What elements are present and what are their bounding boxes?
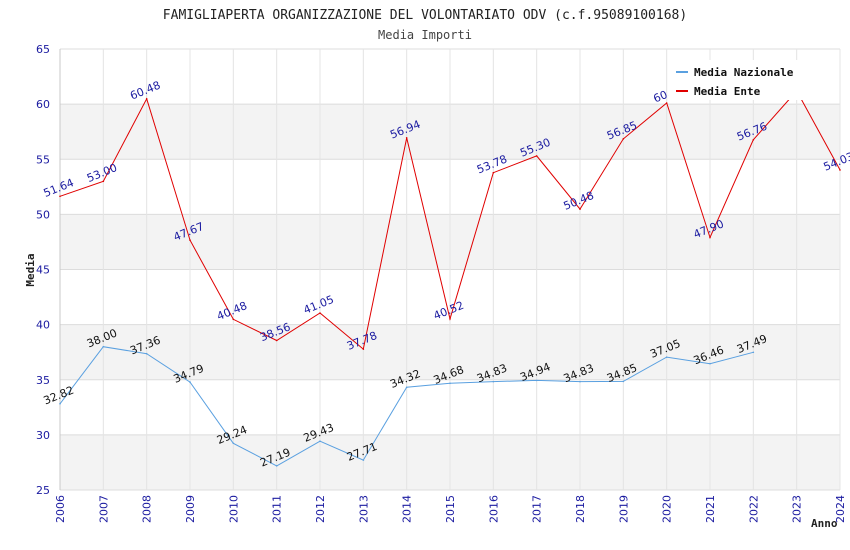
- x-tick-label: 2016: [487, 495, 500, 523]
- y-tick-label: 25: [36, 484, 50, 497]
- data-point: [102, 345, 105, 348]
- x-tick-label: 2024: [834, 495, 847, 523]
- x-tick-label: 2012: [314, 495, 327, 523]
- data-point: [535, 379, 538, 382]
- x-tick-label: 2020: [661, 495, 674, 523]
- data-point: [709, 362, 711, 365]
- data-point: [405, 386, 408, 389]
- x-tick-label: 2009: [184, 495, 197, 523]
- data-point: [145, 352, 148, 355]
- data-point: [319, 312, 321, 314]
- x-tick-label: 2019: [617, 495, 630, 523]
- data-point: [535, 155, 538, 157]
- data-point: [362, 459, 365, 461]
- data-point: [579, 380, 581, 383]
- legend-entry: Media Ente: [694, 85, 761, 98]
- y-tick-label: 45: [36, 264, 50, 277]
- y-axis-ticks: 25 30 35 40 45 50 55 60 65: [36, 43, 50, 497]
- data-point: [189, 381, 191, 383]
- data-point: [752, 351, 755, 354]
- data-point: [102, 180, 105, 183]
- data-point: [449, 382, 451, 385]
- data-point: [665, 102, 668, 104]
- y-tick-label: 50: [36, 208, 50, 221]
- data-point: [319, 440, 321, 442]
- y-tick-label: 65: [36, 43, 50, 56]
- data-point: [145, 98, 148, 100]
- x-tick-label: 2008: [141, 495, 154, 523]
- data-point: [405, 137, 408, 139]
- x-tick-label: 2015: [444, 495, 457, 523]
- data-point: [839, 169, 841, 171]
- data-point: [362, 348, 365, 350]
- x-tick-label: 2023: [791, 495, 804, 523]
- data-point: [665, 356, 668, 358]
- data-point: [59, 402, 61, 405]
- x-tick-label: 2018: [574, 495, 587, 523]
- chart-title: FAMIGLIAPERTA ORGANIZZAZIONE DEL VOLONTA…: [163, 8, 687, 23]
- data-point: [59, 195, 61, 198]
- x-tick-label: 2011: [271, 495, 284, 523]
- y-tick-label: 40: [36, 319, 50, 332]
- data-point: [622, 380, 625, 383]
- x-axis-ticks: 2006 2007 2008 2009 2010 2011 2012 2013 2014 2015…: [54, 495, 847, 523]
- data-point: [449, 318, 451, 320]
- y-axis-label: Media: [24, 253, 37, 286]
- x-tick-label: 2022: [747, 495, 760, 523]
- x-tick-label: 2013: [357, 495, 370, 523]
- legend-box: [669, 60, 810, 100]
- x-axis-label: Anno: [811, 517, 838, 530]
- x-tick-label: 2014: [401, 495, 414, 523]
- legend-entry: Media Nazionale: [694, 66, 794, 79]
- data-point: [579, 208, 581, 210]
- chart-subtitle: Media Importi: [378, 28, 472, 42]
- x-tick-label: 2007: [97, 495, 110, 523]
- y-tick-label: 55: [36, 153, 50, 166]
- data-point: [232, 318, 235, 321]
- data-point: [492, 380, 495, 383]
- data-point: [232, 442, 235, 445]
- data-point: [622, 138, 625, 140]
- grid-lines: [59, 48, 841, 491]
- x-tick-label: 2006: [54, 495, 67, 523]
- x-tick-label: 2017: [531, 495, 544, 523]
- data-point: [709, 236, 711, 239]
- x-tick-label: 2021: [704, 495, 717, 523]
- legend: Media Nazionale Media Ente: [669, 60, 810, 100]
- data-point: [492, 171, 495, 174]
- data-point: [275, 339, 278, 342]
- data-point: [752, 139, 755, 141]
- y-tick-label: 30: [36, 429, 50, 442]
- data-point: [189, 239, 191, 241]
- data-point: [275, 465, 278, 467]
- y-tick-label: 35: [36, 374, 50, 387]
- y-tick-label: 60: [36, 98, 50, 111]
- x-tick-label: 2010: [227, 495, 240, 523]
